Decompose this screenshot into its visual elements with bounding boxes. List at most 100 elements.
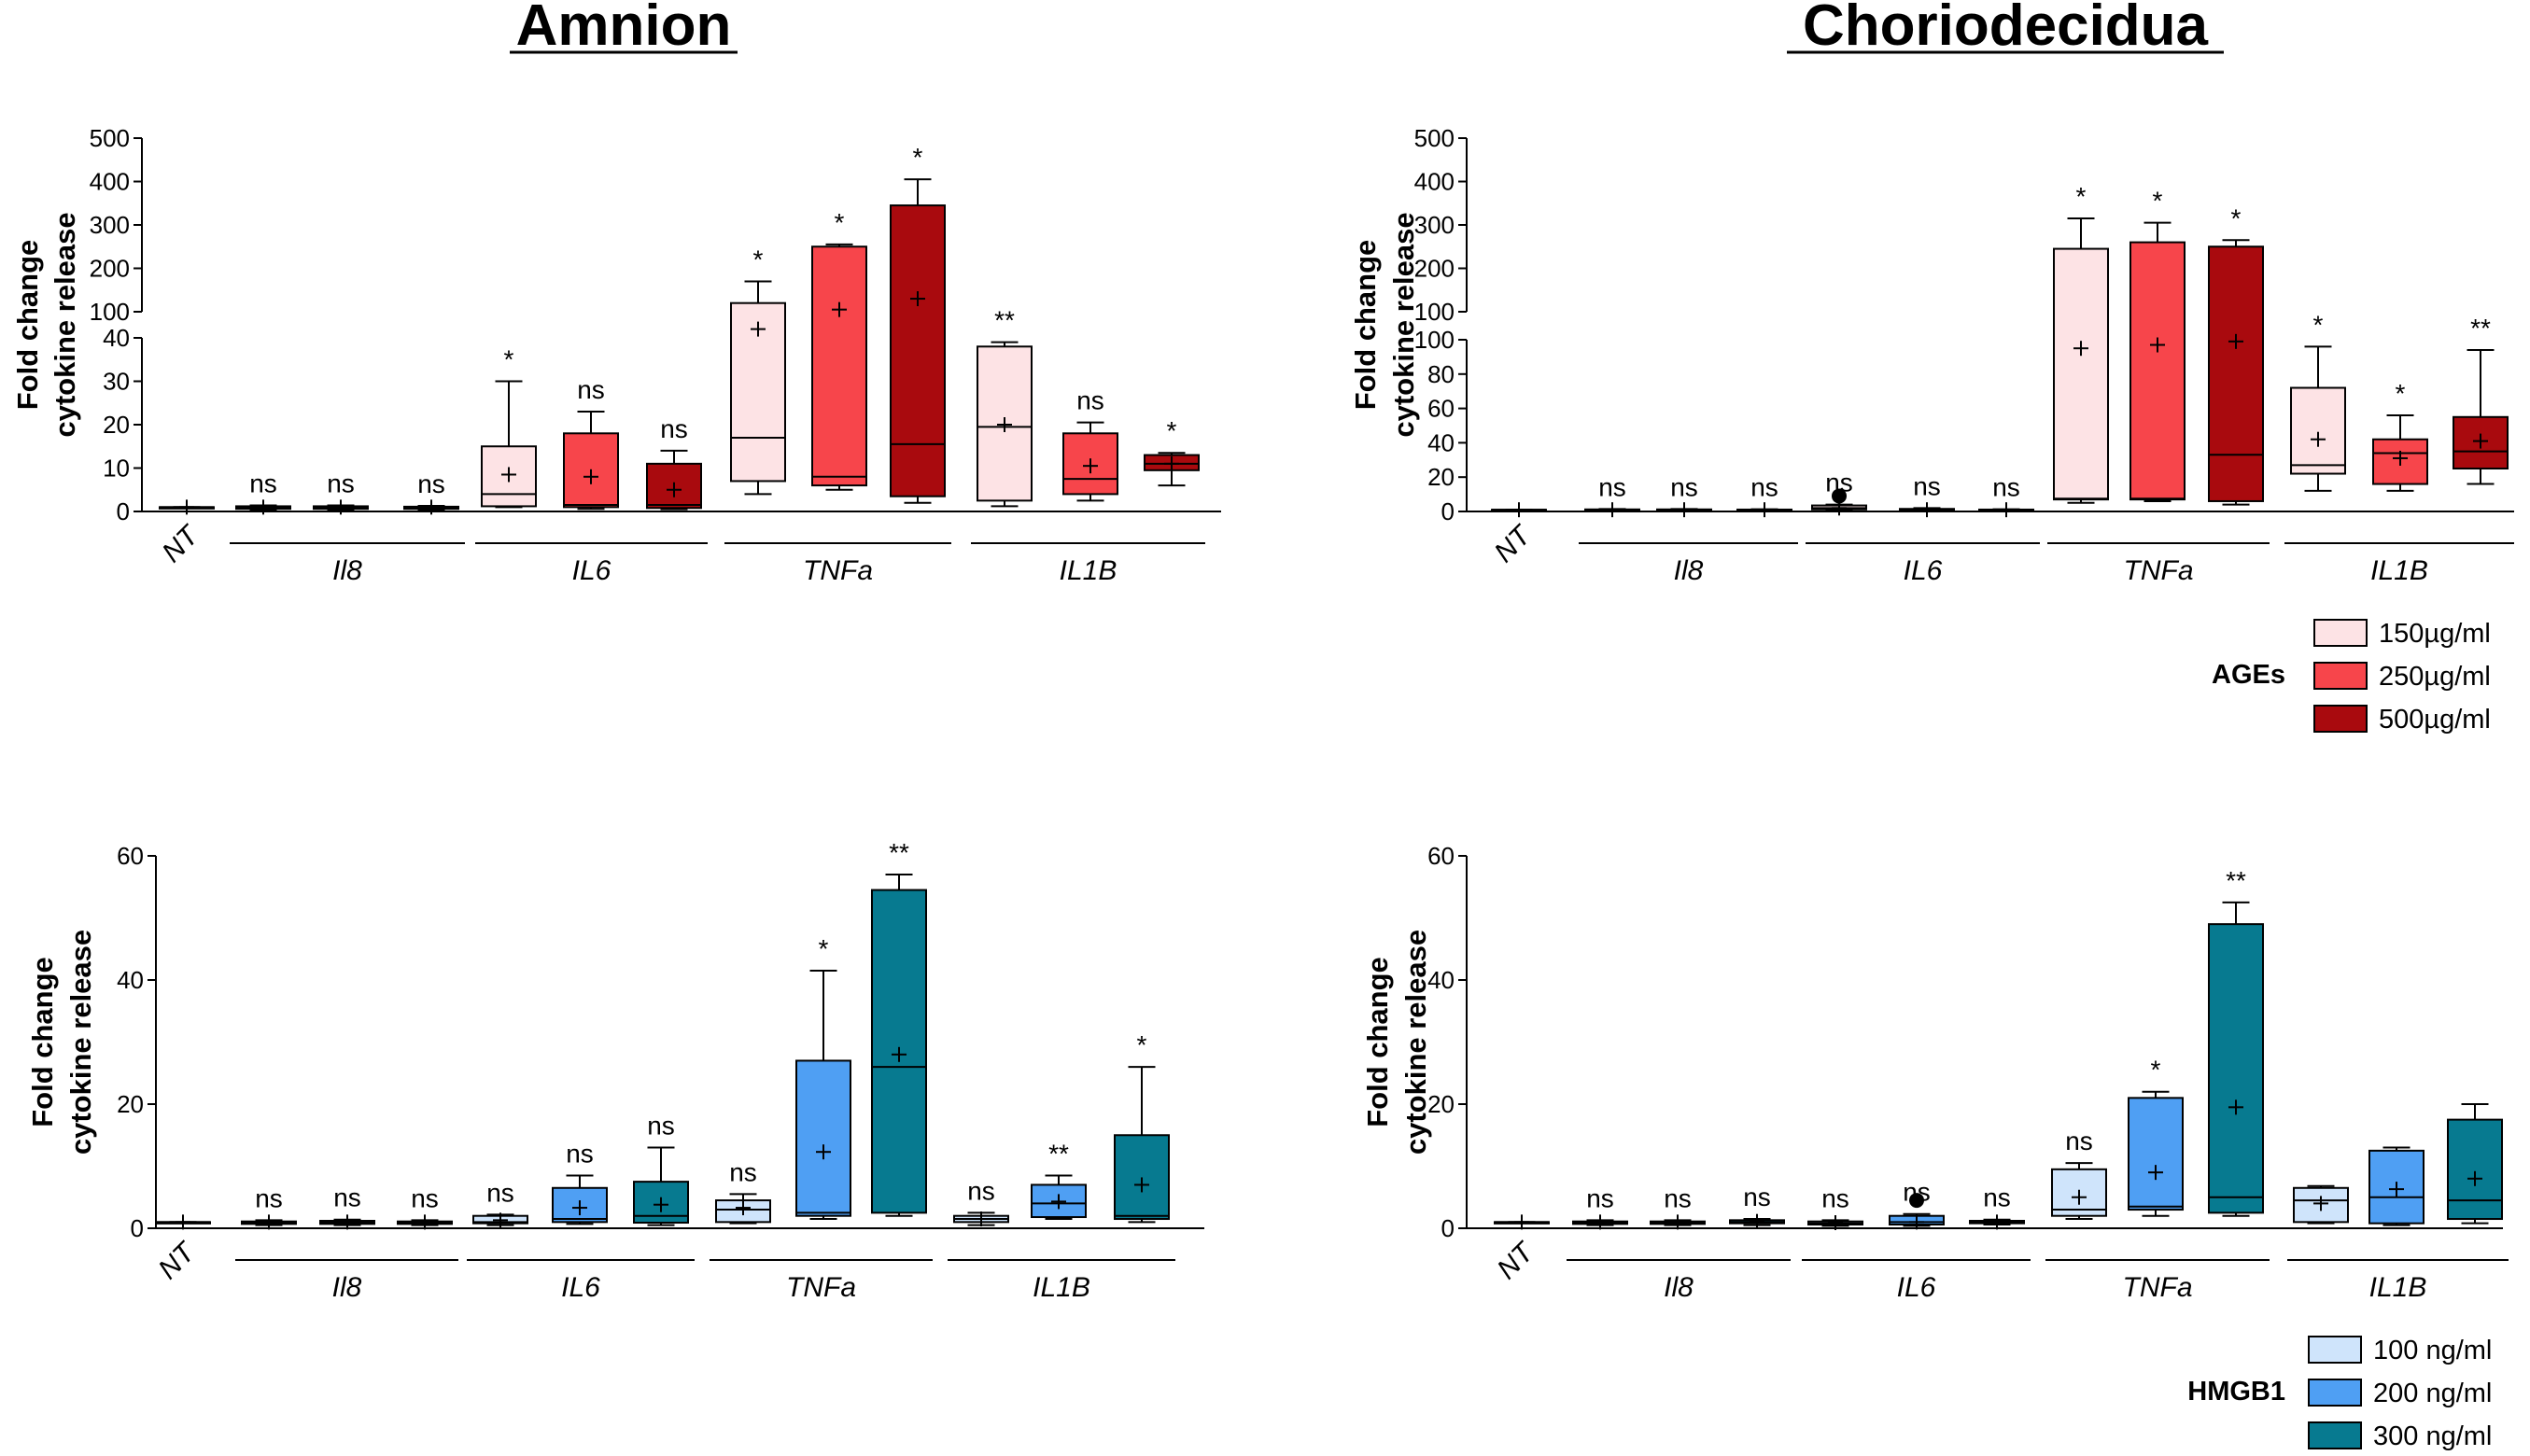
- x-group-label-il8: Il8: [1674, 555, 1704, 586]
- y-tick-label: 20: [117, 1090, 144, 1118]
- significance-label: ns: [2065, 1127, 2093, 1155]
- significance-label: *: [1167, 416, 1177, 445]
- significance-label: **: [994, 306, 1015, 335]
- box-il1b-0: [2293, 1184, 2349, 1225]
- box-iqr: [2053, 247, 2109, 501]
- significance-label: ns: [1821, 1183, 1849, 1212]
- significance-label: *: [819, 934, 829, 963]
- y-tick-label: 100: [90, 298, 130, 326]
- chart-hmgb1-choriodecidua: 0 20 40 60 Fold change cytokine release ns ns ns…: [1361, 842, 2509, 1303]
- significance-label: *: [504, 345, 514, 374]
- significance-label: *: [2396, 379, 2406, 408]
- significance-label: *: [2231, 203, 2242, 232]
- significance-label: ns: [1598, 472, 1626, 501]
- x-group-label-il1b: IL1B: [2370, 555, 2428, 586]
- x-group-label-il8: Il8: [1664, 1272, 1694, 1303]
- box-il8-1: ns: [1650, 1183, 1706, 1230]
- y-tick-label: 400: [1414, 168, 1455, 196]
- significance-label: ns: [486, 1178, 514, 1207]
- box-il6-0: ns: [472, 1178, 528, 1228]
- y-tick-label: 100: [1414, 326, 1455, 354]
- box-tnfa-2: *: [890, 143, 946, 504]
- box-il6-0: *: [481, 345, 537, 509]
- y-tick-label: 0: [1441, 1214, 1455, 1242]
- significance-label: ns: [333, 1183, 361, 1212]
- significance-label: *: [1137, 1030, 1147, 1059]
- box-il8-0: ns: [1572, 1183, 1628, 1230]
- box-tnfa-1: *: [795, 934, 851, 1221]
- box-il1b-1: [2368, 1146, 2425, 1226]
- box-iqr: [795, 1059, 851, 1217]
- significance-label: ns: [729, 1157, 757, 1186]
- significance-label: ns: [660, 414, 688, 443]
- y-tick-label: 10: [103, 455, 130, 483]
- box-nt-0: [155, 1214, 211, 1230]
- x-group-label-il1b: IL1B: [1033, 1272, 1090, 1303]
- box-il6-2: ns: [1969, 1183, 2025, 1230]
- y-tick-label: 20: [103, 411, 130, 439]
- box-il6-2: ns: [633, 1112, 689, 1226]
- significance-label: ns: [1825, 469, 1853, 497]
- significance-label: ns: [1586, 1183, 1614, 1212]
- legend-ages-swatch-1: [2313, 662, 2368, 690]
- x-group-label-il8: Il8: [332, 555, 362, 586]
- y-axis-label: Fold change: [11, 240, 44, 411]
- significance-label: ns: [411, 1183, 439, 1212]
- y-tick-label: 400: [90, 168, 130, 196]
- significance-label: *: [835, 208, 845, 237]
- legend-ages: AGEs 150µg/ml 250µg/ml 500µg/ml: [2212, 619, 2491, 735]
- legend-ages-title: AGEs: [2212, 660, 2285, 690]
- y-tick-label: 60: [117, 842, 144, 870]
- box-il8-2: ns: [403, 469, 459, 515]
- significance-label: ns: [1076, 386, 1104, 415]
- y-axis-label: Fold change: [1361, 957, 1394, 1127]
- significance-label: **: [2470, 314, 2491, 343]
- y-axis-label: cytokine release: [1399, 930, 1432, 1155]
- significance-label: ns: [1670, 472, 1698, 501]
- box-iqr: [2447, 1118, 2503, 1221]
- box-nt-0: [1494, 1214, 1550, 1230]
- significance-label: ns: [1750, 473, 1778, 502]
- significance-label: **: [2226, 866, 2246, 895]
- x-group-label-il6: IL6: [561, 1272, 600, 1303]
- legend-ages-label-2: 500µg/ml: [2379, 705, 2491, 735]
- y-axis-label: cytokine release: [49, 212, 81, 437]
- box-il8-2: ns: [1736, 473, 1792, 518]
- box-tnfa-1: *: [2128, 1056, 2184, 1217]
- box-il6-1: ns: [1899, 471, 1955, 518]
- y-tick-label: 80: [1427, 360, 1455, 388]
- y-axis-label: Fold change: [26, 957, 59, 1127]
- legend-hmgb1-swatch-2: [2308, 1421, 2362, 1449]
- box-il6-2: ns: [1978, 473, 2034, 518]
- box-tnfa-2: **: [2208, 866, 2264, 1217]
- box-iqr: [890, 204, 946, 497]
- box-il8-1: ns: [319, 1183, 375, 1230]
- box-il1b-0: **: [977, 306, 1033, 508]
- significance-label: *: [2313, 310, 2324, 339]
- box-iqr: [2129, 241, 2186, 501]
- box-il1b-2: *: [1114, 1030, 1170, 1224]
- significance-label: *: [2076, 182, 2087, 211]
- x-group-label-tnfa: TNFa: [803, 555, 873, 586]
- x-label-nt: NT: [152, 1236, 203, 1286]
- y-tick-label: 500: [1414, 124, 1455, 152]
- significance-label: ns: [1664, 1183, 1692, 1212]
- box-iqr: [2208, 923, 2264, 1214]
- box-iqr: [2290, 386, 2346, 475]
- box-il1b-1: ns: [1062, 386, 1118, 502]
- legend-ages-label-1: 250µg/ml: [2379, 662, 2491, 692]
- significance-label: *: [2151, 1056, 2161, 1085]
- y-tick-label: 0: [1441, 497, 1455, 525]
- box-tnfa-2: **: [871, 838, 927, 1217]
- box-il1b-0: ns: [953, 1176, 1009, 1227]
- significance-label: ns: [327, 469, 355, 497]
- y-tick-label: 40: [117, 966, 144, 994]
- y-tick-label: 60: [1427, 395, 1455, 423]
- significance-label: ns: [1903, 1178, 1931, 1207]
- y-tick-label: 20: [1427, 1090, 1455, 1118]
- y-tick-label: 60: [1427, 842, 1455, 870]
- y-tick-label: 300: [1414, 211, 1455, 239]
- legend-ages-swatch-0: [2313, 619, 2368, 647]
